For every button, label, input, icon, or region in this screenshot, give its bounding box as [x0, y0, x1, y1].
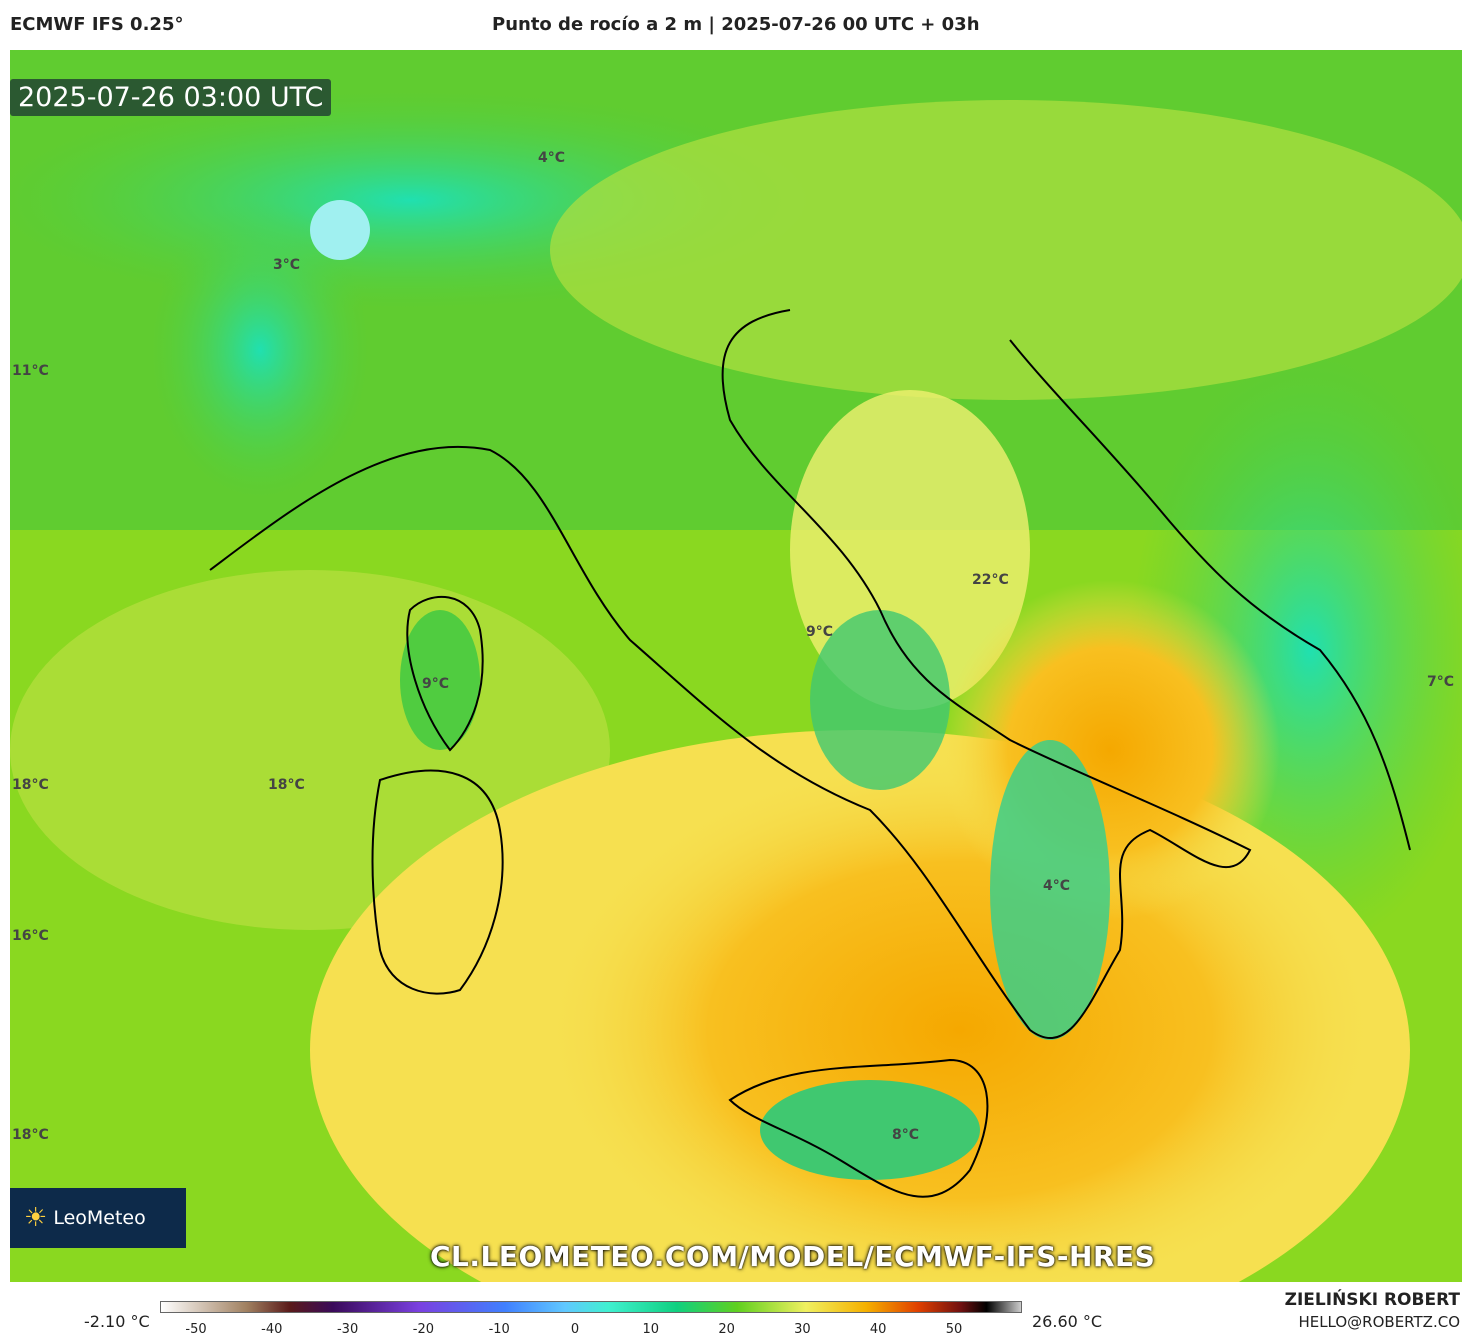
colorbar-tick: 20 [718, 1322, 735, 1337]
map-label: 9°C [806, 624, 833, 640]
sicily-zone [760, 1080, 980, 1180]
map-label: 3°C [273, 257, 300, 273]
apennine-zone [810, 610, 950, 790]
model-name: ECMWF IFS 0.25° [10, 14, 184, 35]
colorbar-min: -2.10 °C [84, 1312, 150, 1331]
corsica-zone [400, 610, 480, 750]
colorbar-tick: 40 [869, 1322, 887, 1337]
colorbar-max: 26.60 °C [1032, 1312, 1103, 1331]
colorbar-tick: -10 [488, 1322, 510, 1337]
coastlines [209, 309, 1411, 1198]
colorbar-tick: -30 [336, 1322, 359, 1337]
map-label: 18°C [268, 777, 305, 793]
map-zone [550, 100, 1462, 400]
map-label: 22°C [972, 572, 1009, 588]
watermark-url: CL.LEOMETEO.COM/MODEL/ECMWF-IFS-HRES [430, 1240, 1156, 1273]
logo: ☀ LeoMeteo [10, 1188, 186, 1248]
colorbar-tick: -40 [261, 1322, 283, 1337]
colorbar [160, 1301, 1022, 1313]
author: ZIELIŃSKI ROBERT [1284, 1290, 1460, 1310]
colorbar-tick: -50 [185, 1322, 207, 1337]
colorbar-tick: -20 [412, 1322, 435, 1337]
map-label: 4°C [538, 150, 565, 166]
colorbar-tick: 50 [945, 1322, 963, 1337]
calabria-zone [990, 740, 1110, 1040]
map-title: Punto de rocío a 2 m | 2025-07-26 00 UTC… [492, 14, 980, 35]
map-label: 7°C [1427, 674, 1454, 690]
map-label: 16°C [12, 928, 49, 944]
map: 4°C 3°C 11°C 9°C 22°C 9°C 7°C 18°C 18°C 4°C 16°C 18… [10, 50, 1462, 1282]
colorbar-tick: 30 [794, 1322, 811, 1337]
map-label: 4°C [1043, 878, 1070, 894]
map-label: 9°C [422, 676, 449, 692]
colorbar-tick: 0 [570, 1322, 580, 1337]
cold-spot [310, 200, 370, 260]
timestamp: 2025-07-26 03:00 UTC [10, 79, 332, 116]
map-label: 18°C [12, 1127, 49, 1143]
map-label: 8°C [892, 1127, 919, 1143]
alps-zone [150, 200, 370, 500]
map-label: 18°C [12, 777, 49, 793]
logo-text: LeoMeteo [53, 1207, 146, 1229]
colorbar-tick: 10 [642, 1322, 660, 1337]
email: HELLO@ROBERTZ.CO [1298, 1313, 1460, 1331]
map-label: 11°C [12, 363, 49, 379]
